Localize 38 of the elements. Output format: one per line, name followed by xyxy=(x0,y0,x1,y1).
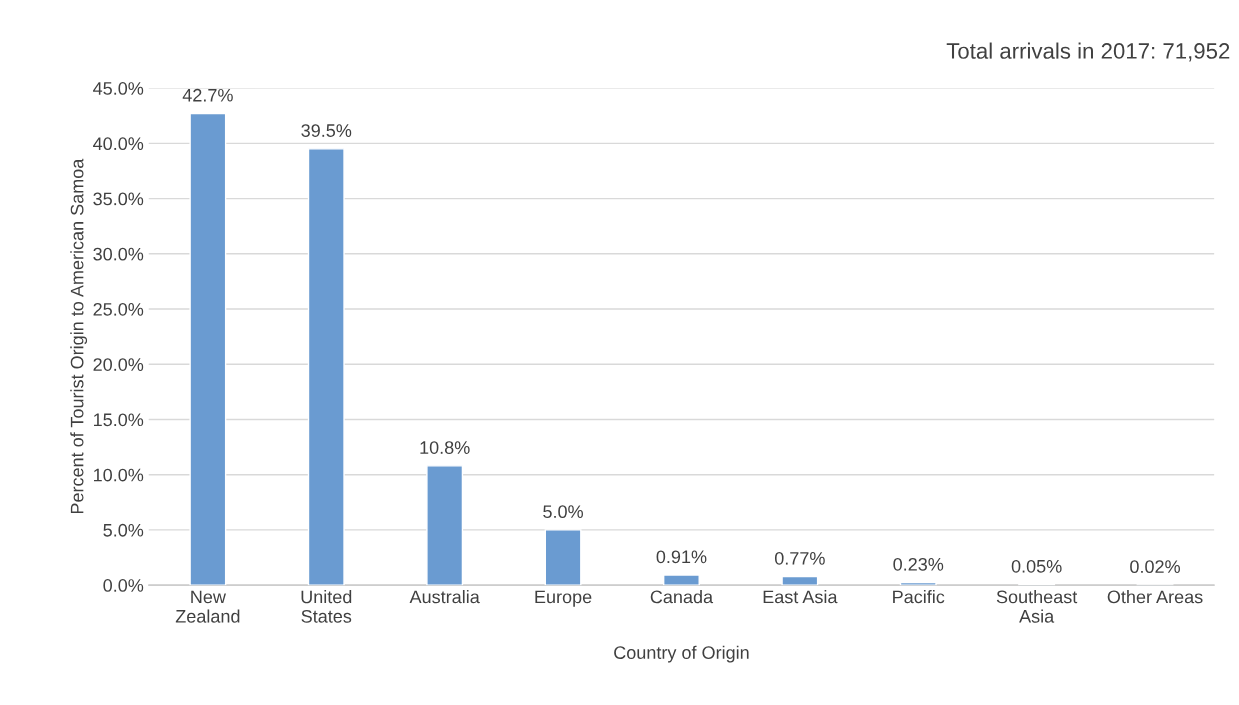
y-tick-label: 30.0% xyxy=(93,247,144,261)
text: Total arrivals in 2017: 71,952 xyxy=(946,42,1230,62)
x-tick-label: Australia xyxy=(409,590,480,604)
y-tick-label: 20.0% xyxy=(93,358,144,371)
x-tick-label: United States xyxy=(301,590,352,623)
data-label: 5.0% xyxy=(543,505,583,519)
y-axis-title: Percent of Tourist Origin to American Samoa xyxy=(70,158,88,514)
data-label: 39.5% xyxy=(301,124,352,137)
x-tick-label: New Zealand xyxy=(175,590,240,623)
bar xyxy=(189,112,227,586)
bar xyxy=(307,148,345,586)
x-tick-label: East Asia xyxy=(763,590,838,604)
y-tick-label: 40.0% xyxy=(93,137,144,151)
y-tick-label: 0.0% xyxy=(103,579,144,592)
data-label: 0.05% xyxy=(1011,559,1062,573)
data-label: 0.02% xyxy=(1130,560,1180,574)
bar xyxy=(426,465,464,586)
x-tick-label: Other Areas xyxy=(1107,590,1203,604)
data-label: 0.77% xyxy=(774,551,825,565)
x-tick-label: Pacific xyxy=(893,590,945,604)
data-label: 10.8% xyxy=(420,441,470,454)
bar xyxy=(899,581,937,586)
y-tick-label: 5.0% xyxy=(103,523,144,537)
y-tick-label: 45.0% xyxy=(93,82,144,95)
bar xyxy=(544,529,582,586)
x-tick-label: Europe xyxy=(535,590,592,607)
data-label: 0.91% xyxy=(656,550,707,564)
data-label: 0.23% xyxy=(893,557,944,571)
x-axis-title: Country of Origin xyxy=(614,645,749,663)
y-tick-label: 15.0% xyxy=(94,413,144,427)
bar xyxy=(662,574,700,586)
bar xyxy=(781,575,819,586)
x-tick-label: Southeast Asia xyxy=(996,590,1078,623)
y-tick-label: 10.0% xyxy=(94,468,144,482)
data-label: 42.7% xyxy=(182,88,233,102)
x-tick-label: Canada xyxy=(650,590,714,604)
y-tick-label: 35.0% xyxy=(93,192,144,206)
y-tick-label: 25.0% xyxy=(93,302,144,316)
